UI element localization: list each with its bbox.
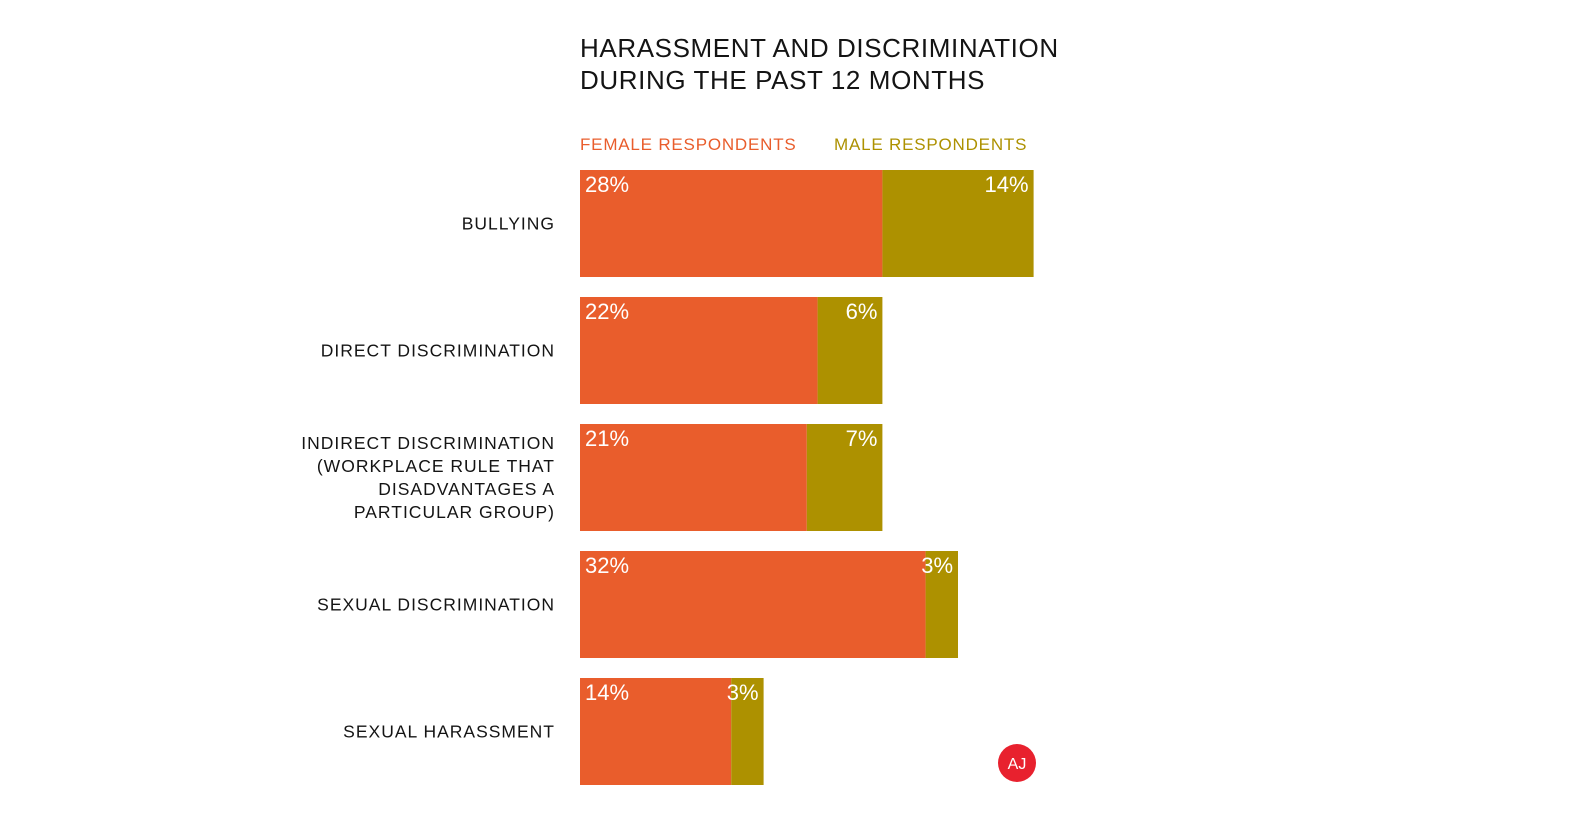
data-label-female: 22%	[585, 299, 629, 324]
category-label: SEXUAL HARASSMENT	[343, 722, 555, 742]
bar-male	[817, 297, 883, 404]
aj-logo: AJ	[998, 744, 1036, 782]
bar-female	[580, 424, 807, 531]
logo-circle	[998, 744, 1036, 782]
logo-text: AJ	[1008, 756, 1027, 773]
category-label: SEXUAL DISCRIMINATION	[317, 595, 555, 615]
bar-male	[882, 170, 1034, 277]
bar-female	[580, 170, 883, 277]
data-label-male: 3%	[921, 553, 953, 578]
data-label-male: 7%	[846, 426, 878, 451]
bar-female	[580, 678, 732, 785]
data-label-female: 21%	[585, 426, 629, 451]
bar-male	[806, 424, 883, 531]
data-label-female: 28%	[585, 172, 629, 197]
chart-title-line: DURING THE PAST 12 MONTHS	[580, 65, 985, 95]
plot-area: 28% 14% 22% 6% 21% 7% 32% 3% 14% 3%	[580, 170, 1034, 785]
bar-row: 14% 3%	[580, 678, 764, 785]
bar-male	[925, 551, 958, 658]
legend: FEMALE RESPONDENTS MALE RESPONDENTS	[580, 135, 1027, 154]
category-label: DIRECT DISCRIMINATION	[321, 341, 555, 361]
data-label-female: 14%	[585, 680, 629, 705]
category-labels: BULLYING DIRECT DISCRIMINATION INDIRECT DI…	[301, 214, 555, 742]
bar-female	[580, 297, 818, 404]
bar-row: 22% 6%	[580, 297, 883, 404]
bar-female	[580, 551, 926, 658]
data-label-male: 3%	[727, 680, 759, 705]
legend-item: MALE RESPONDENTS	[834, 135, 1027, 154]
bar-row: 28% 14%	[580, 170, 1034, 277]
bar-male	[731, 678, 764, 785]
data-label-male: 6%	[846, 299, 878, 324]
legend-item: FEMALE RESPONDENTS	[580, 135, 797, 154]
data-label-male: 14%	[985, 172, 1029, 197]
bar-row: 32% 3%	[580, 551, 958, 658]
category-label: INDIRECT DISCRIMINATION (WORKPLACE RULE T…	[301, 433, 555, 522]
data-label-female: 32%	[585, 553, 629, 578]
chart-title-line: HARASSMENT AND DISCRIMINATION	[580, 33, 1059, 63]
category-label: BULLYING	[462, 214, 555, 234]
bar-row: 21% 7%	[580, 424, 883, 531]
